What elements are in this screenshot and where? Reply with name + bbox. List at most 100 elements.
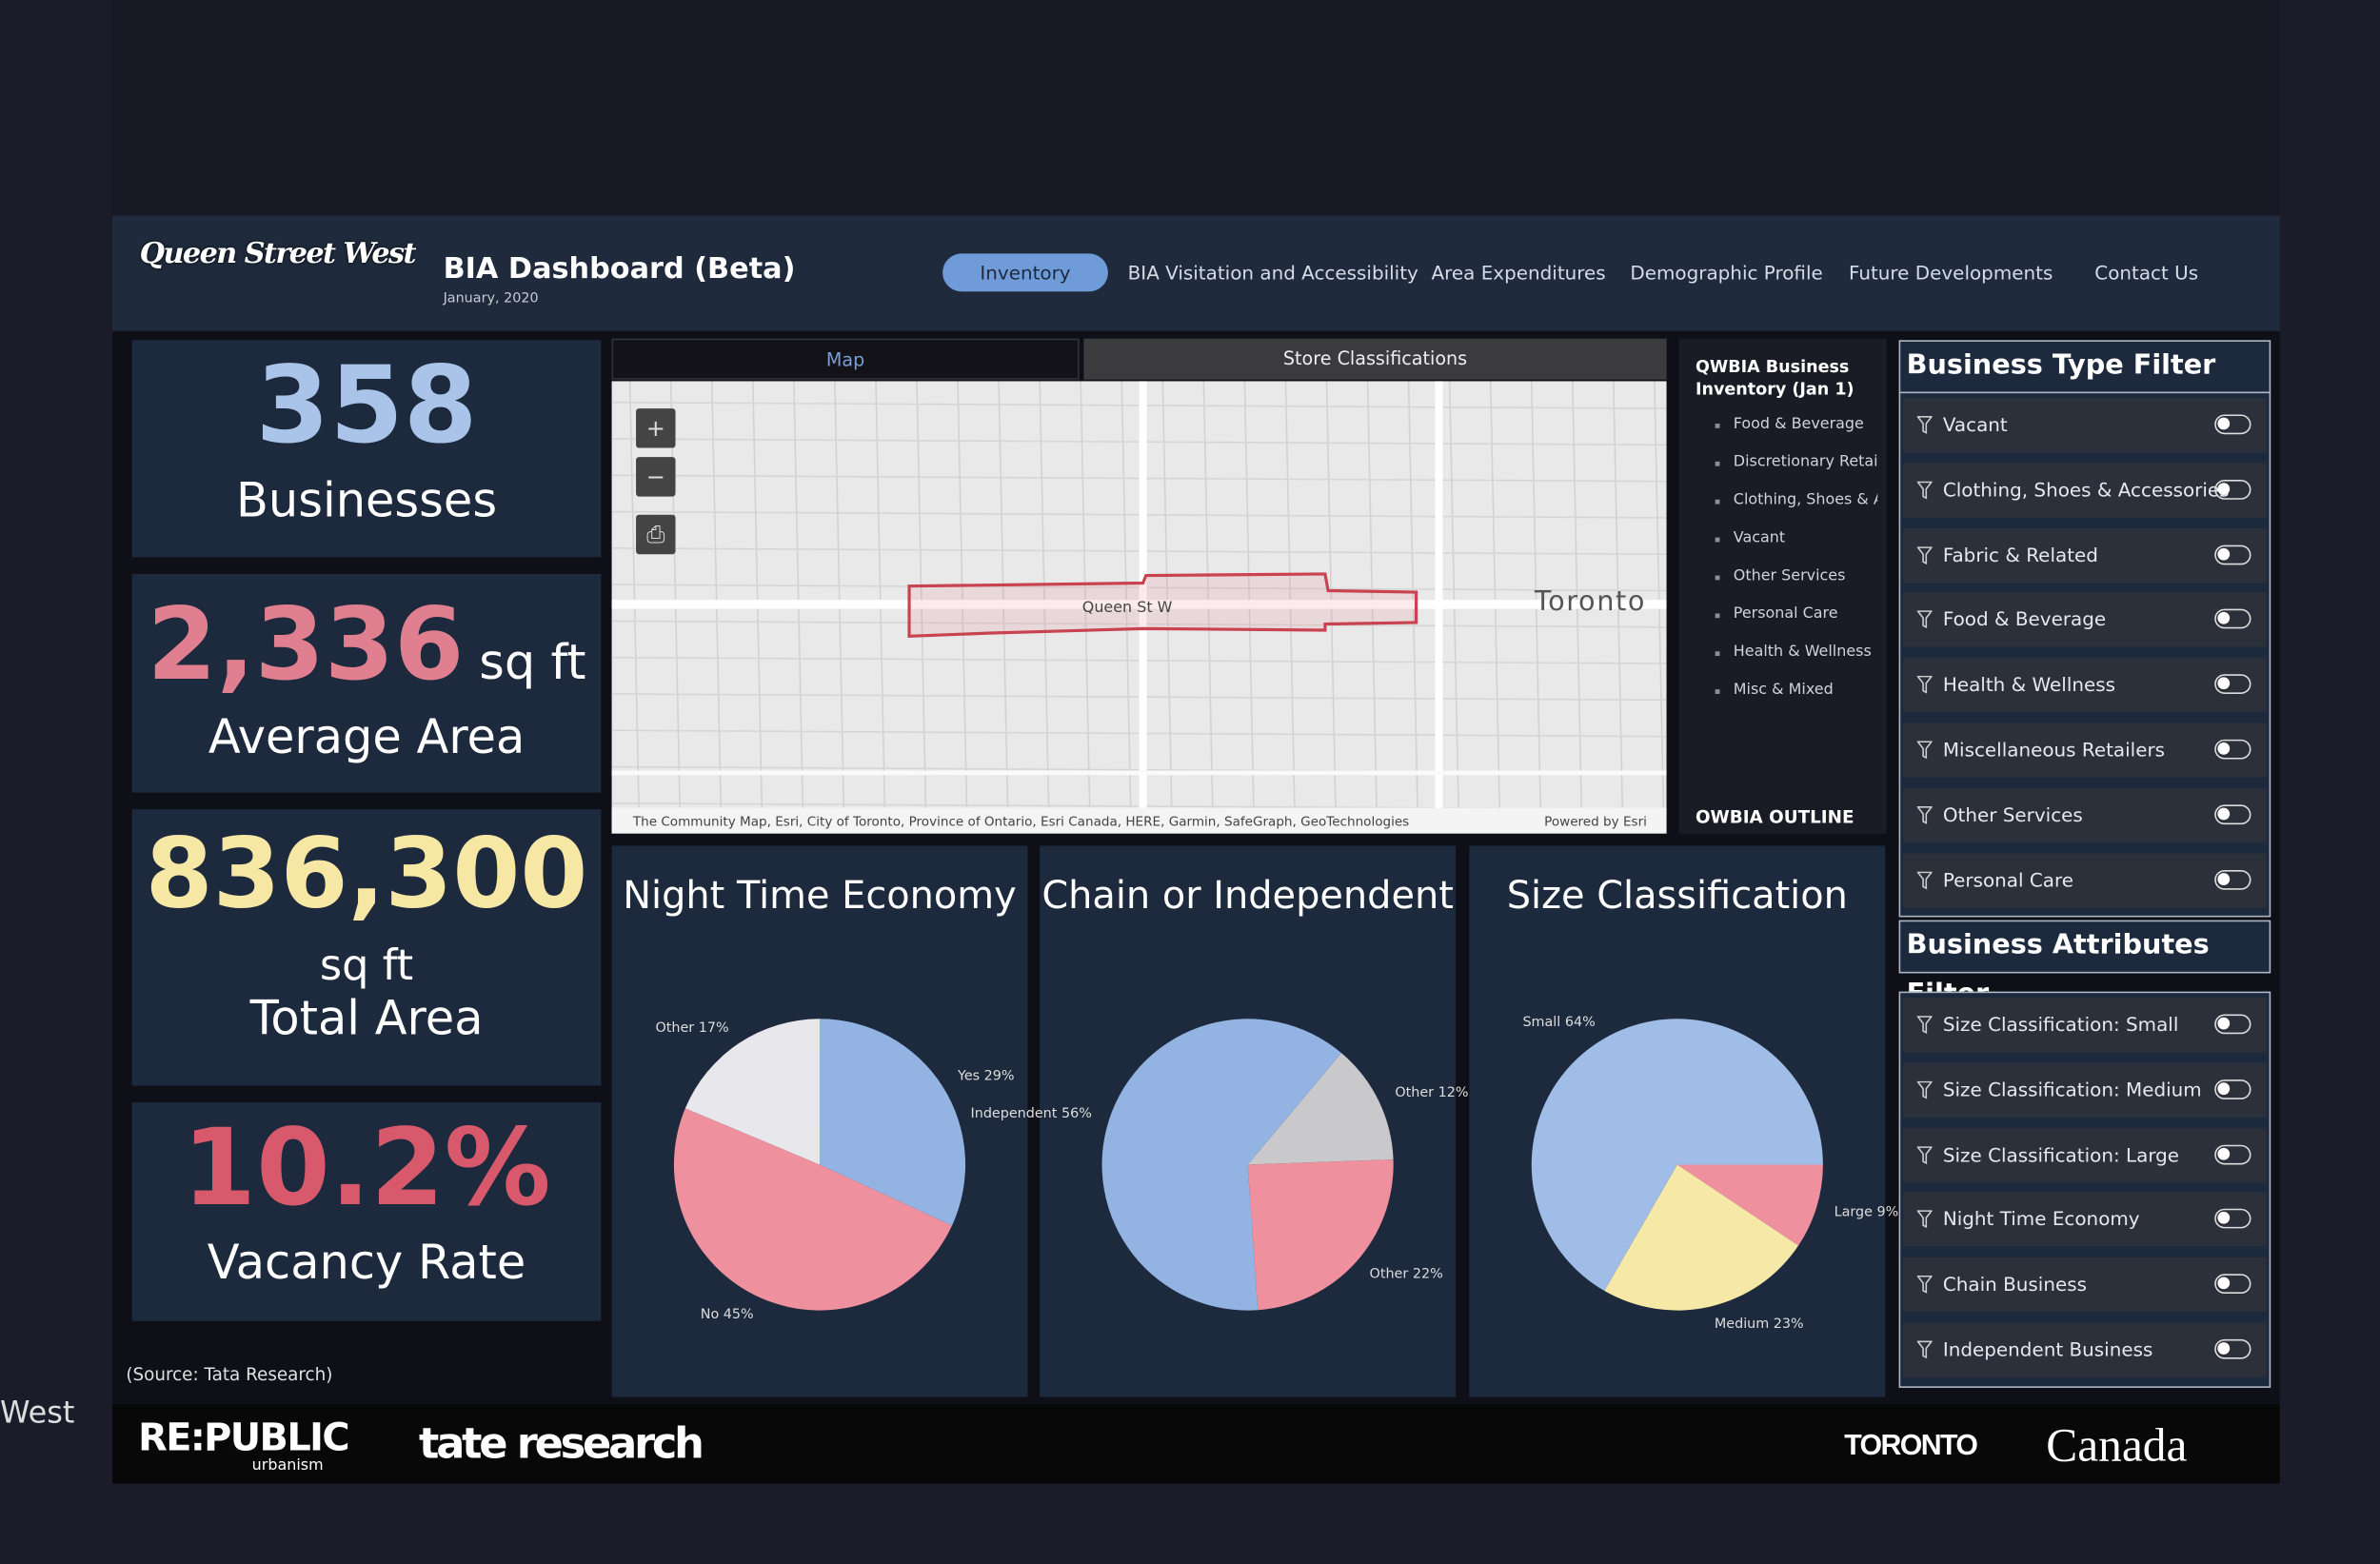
toggle[interactable] [2214, 1079, 2251, 1099]
minor-street [1613, 381, 1624, 814]
legend-item: Food & Beverage [1733, 416, 1864, 433]
minor-street [916, 381, 927, 814]
filter-label: Personal Care [1942, 867, 2074, 891]
filter-icon [1916, 416, 1933, 434]
filter-row[interactable]: Fabric & Related [1903, 527, 2267, 583]
filter-row[interactable]: Food & Beverage [1903, 592, 2267, 648]
kpi-card [131, 809, 602, 1086]
toggle[interactable] [2214, 1338, 2251, 1359]
nav-item[interactable]: Area Expenditures [1431, 261, 1606, 285]
filter-row[interactable]: Size Classification: Small [1903, 997, 2267, 1053]
toggle[interactable] [2214, 804, 2251, 824]
funnel [1916, 676, 1933, 694]
legend-bullet [1715, 613, 1720, 619]
footer-bar [111, 1404, 2280, 1484]
minor-street [875, 381, 886, 814]
toggle[interactable] [2214, 739, 2251, 760]
source-note: (Source: Tata Research) [126, 1363, 333, 1385]
nav-item[interactable]: Demographic Profile [1630, 261, 1823, 285]
slice-label: Other 22% [1370, 1267, 1443, 1282]
dashboard-date: January, 2020 [443, 291, 539, 307]
toggle[interactable] [2214, 544, 2251, 564]
legend-footer: OWBIA OUTLINE [1695, 805, 1854, 828]
filter-row[interactable]: Health & Wellness [1903, 657, 2267, 713]
pie-slice [1604, 1164, 1799, 1311]
filter-label: Other Services [1942, 802, 2083, 826]
toggle[interactable] [2214, 1274, 2251, 1295]
filter-row[interactable]: Miscellaneous Retailers [1903, 723, 2267, 778]
toggle[interactable] [2214, 609, 2251, 629]
kpi-value-row: 2,336 sq ft [132, 586, 602, 703]
minor-street [710, 381, 723, 814]
edge-text: West [0, 1394, 75, 1431]
minor-street [1530, 381, 1542, 814]
toggle[interactable] [2214, 414, 2251, 435]
kpi-label: Vacancy Rate [207, 1236, 526, 1291]
kpi-card [131, 573, 602, 793]
toggle[interactable] [2214, 1209, 2251, 1230]
funnel [1916, 1080, 1933, 1099]
nav-item[interactable]: Contact Us [2094, 261, 2199, 285]
filter-label: Size Classification: Large [1942, 1142, 2180, 1166]
pie-slice [684, 1019, 820, 1165]
legend-item: Vacant [1733, 529, 1786, 547]
filter-icon [1916, 1145, 1933, 1164]
nav-item[interactable]: BIA Visitation and Accessibility [1127, 261, 1418, 285]
minor-street [1407, 381, 1418, 814]
kpi-label: Total Area [249, 991, 484, 1047]
filter-label: Size Classification: Small [1942, 1012, 2179, 1036]
zoom-button[interactable] [636, 514, 676, 555]
filter-row[interactable]: Personal Care [1903, 852, 2267, 908]
map-tab[interactable]: Map [611, 338, 1080, 380]
filter-row[interactable]: Night Time Economy [1903, 1192, 2267, 1248]
filter-row[interactable]: Other Services [1903, 787, 2267, 842]
map[interactable]: Queen St W Toronto + − ⎙ The Community Map, E… [611, 381, 1667, 834]
place-label: Toronto [1534, 584, 1646, 617]
funnel [1916, 1210, 1933, 1229]
pie-slice [1101, 1019, 1341, 1311]
filter-icon [1916, 610, 1933, 629]
filter-row[interactable]: Independent Business [1903, 1322, 2267, 1377]
map-tab[interactable]: Store Classifications [1083, 338, 1667, 380]
legend-panel [1678, 338, 1887, 834]
filter-row[interactable]: Vacant [1903, 397, 2267, 453]
funnel [1916, 545, 1933, 564]
kpi-value: 358 [255, 343, 478, 468]
minor-street [834, 381, 845, 814]
filter-row[interactable]: Size Classification: Medium [1903, 1062, 2267, 1118]
minor-street [1654, 381, 1665, 814]
street-label: Queen St W [1082, 598, 1173, 616]
minor-street [1080, 381, 1091, 814]
toggle[interactable] [2214, 479, 2251, 500]
minor-street [1243, 381, 1255, 814]
filter-row[interactable]: Size Classification: Large [1903, 1127, 2267, 1182]
kpi-card [131, 1102, 602, 1321]
slice-label: Other 17% [655, 1020, 728, 1036]
filter-icon [1916, 741, 1933, 760]
partner-logo: tate research [419, 1417, 704, 1469]
filter-label: Chain Business [1942, 1272, 2088, 1296]
minor-street [793, 381, 804, 814]
zoom-button[interactable] [636, 408, 676, 448]
nav-item[interactable]: Future Developments [1848, 261, 2053, 285]
filter-row[interactable]: Clothing, Shoes & Accessories [1903, 463, 2267, 518]
toggle[interactable] [2214, 869, 2251, 890]
toggle[interactable] [2214, 1144, 2251, 1164]
zoom-button[interactable] [636, 457, 676, 497]
kpi-unit: sq ft [479, 633, 586, 691]
legend-bullet [1715, 689, 1720, 694]
toggle[interactable] [2214, 1014, 2251, 1035]
minor-street [1572, 381, 1583, 814]
minor-street [1489, 381, 1501, 814]
filter-row[interactable]: Chain Business [1903, 1257, 2267, 1313]
partner-logo-sub: urbanism [251, 1457, 324, 1475]
minor-street [998, 381, 1009, 814]
nav-item[interactable]: Inventory [942, 253, 1108, 292]
funnel [1916, 870, 1933, 889]
kpi-value: 2,336 [147, 585, 465, 703]
legend-item: Other Services [1733, 567, 1846, 585]
toggle[interactable] [2214, 674, 2251, 695]
